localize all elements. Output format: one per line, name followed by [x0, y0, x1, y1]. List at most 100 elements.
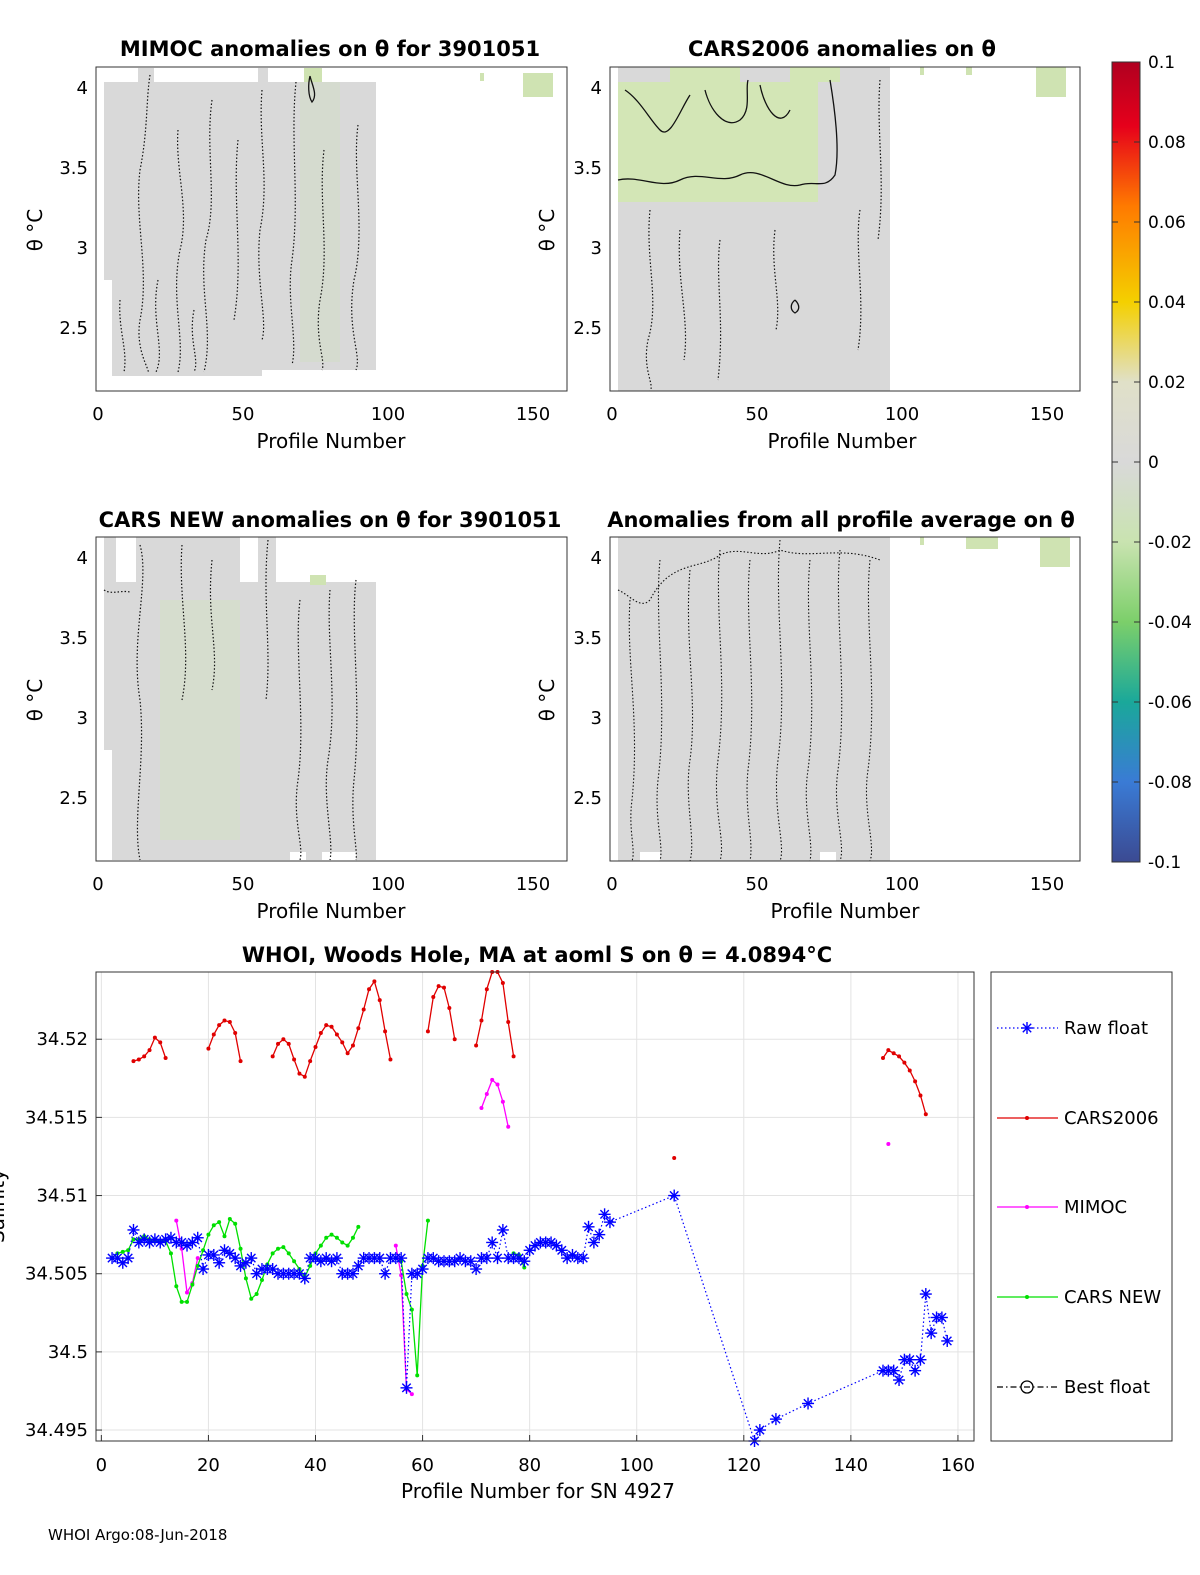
x-tick-label: 100	[371, 404, 405, 425]
legend-label: Raw float	[1064, 1018, 1148, 1039]
data-point	[245, 1252, 258, 1265]
asterisk-stroke	[492, 1253, 503, 1263]
asterisk-stroke	[401, 1383, 412, 1393]
data-point	[324, 1023, 329, 1028]
data-point	[577, 1252, 590, 1265]
data-point	[474, 1043, 479, 1048]
y-tick-label: 3.5	[59, 158, 88, 179]
data-point	[211, 1223, 216, 1228]
data-point	[227, 1020, 232, 1025]
data-point	[270, 1054, 275, 1059]
data-point	[668, 1189, 681, 1202]
x-tick-label: 0	[606, 874, 617, 895]
data-point	[506, 1020, 511, 1025]
asterisk-stroke	[471, 1264, 481, 1274]
x-ticks: 0 50 100 150	[92, 404, 550, 425]
asterisk-stroke	[193, 1233, 203, 1243]
data-point	[249, 1296, 254, 1301]
y-axis-label: θ °C	[23, 679, 47, 722]
x-ticks: 0 50 100 150	[606, 874, 1064, 895]
data-point	[330, 1252, 343, 1265]
data-point	[480, 1252, 493, 1265]
x-tick-label: 100	[620, 1455, 654, 1476]
data-point	[913, 1079, 918, 1084]
data-point	[479, 1018, 484, 1023]
data-point	[886, 1141, 891, 1146]
data-point	[555, 1244, 568, 1257]
data-point	[126, 1248, 131, 1253]
data-point	[318, 1243, 323, 1248]
data-point	[603, 1216, 616, 1229]
y-tick-label: 2.5	[573, 318, 602, 339]
data-point	[179, 1299, 184, 1304]
y-tick-label: 3.5	[573, 628, 602, 649]
asterisk-stroke	[466, 1256, 476, 1266]
data-point	[346, 1267, 359, 1280]
asterisk-stroke	[915, 1355, 926, 1365]
x-tick-label: 50	[746, 874, 769, 895]
asterisk-stroke	[112, 1253, 123, 1263]
data-point	[367, 987, 372, 992]
asterisk-stroke	[380, 1269, 390, 1279]
colorbar-tick-label: 0.04	[1148, 293, 1186, 313]
salinity-line-chart: WHOI, Woods Hole, MA at aoml S on θ = 4.…	[0, 943, 1173, 1503]
data-point	[195, 1263, 200, 1268]
data-point	[769, 1413, 782, 1426]
asterisk-stroke	[910, 1365, 920, 1376]
x-tick-label: 50	[746, 404, 769, 425]
y-tick-label: 3	[591, 238, 602, 259]
asterisk-stroke	[605, 1217, 615, 1227]
asterisk-stroke	[905, 1355, 915, 1365]
data-point	[925, 1327, 938, 1340]
y-ticks: 34.495 34.5 34.505 34.51 34.515 34.52	[25, 1029, 102, 1441]
contour-dotted	[645, 79, 882, 392]
data-point	[122, 1252, 135, 1265]
x-tick-label: 80	[518, 1455, 541, 1476]
x-tick-label: 50	[232, 874, 255, 895]
legend-label: CARS2006	[1064, 1108, 1159, 1129]
data-point	[174, 1284, 179, 1289]
data-point	[431, 995, 436, 1000]
colorbar: 0.1 0.08 0.06 0.04 0.02 0 -0.02 -0.04 -0.06 -0.08…	[1111, 53, 1192, 873]
heatmap-data-region	[612, 537, 1070, 862]
y-tick-label: 3	[77, 238, 88, 259]
data-point	[377, 998, 382, 1003]
contour-dotted	[103, 539, 358, 861]
panel-title: MIMOC anomalies on θ for 3901051	[120, 37, 540, 61]
colorbar-tick-label: -0.04	[1148, 613, 1192, 633]
data-point	[919, 1288, 932, 1301]
asterisk-stroke	[246, 1253, 256, 1263]
asterisk-stroke	[225, 1248, 235, 1259]
data-point	[356, 1224, 361, 1229]
grid-lines	[96, 972, 974, 1441]
y-tick-label: 34.505	[25, 1264, 88, 1285]
x-axis-label: Profile Number	[768, 429, 918, 453]
asterisk-stroke	[594, 1229, 604, 1240]
y-tick-label: 34.515	[25, 1107, 88, 1128]
x-tick-label: 160	[941, 1455, 975, 1476]
series-line	[395, 1245, 413, 1395]
asterisk-stroke	[310, 1253, 321, 1263]
y-tick-label: 3.5	[59, 628, 88, 649]
asterisk-stroke	[482, 1253, 492, 1263]
asterisk-stroke	[894, 1375, 904, 1385]
data-point	[880, 1055, 885, 1060]
asterisk-stroke	[942, 1336, 952, 1346]
data-point	[127, 1223, 140, 1236]
legend-marker	[1020, 1380, 1034, 1394]
asterisk-stroke	[578, 1253, 588, 1263]
data-point	[452, 1037, 457, 1042]
data-point	[902, 1060, 907, 1065]
data-point	[159, 1233, 172, 1246]
y-ticks: 4 3.5 3 2.5	[59, 548, 88, 809]
x-tick-label: 20	[197, 1455, 220, 1476]
data-point	[302, 1074, 307, 1079]
asterisk-stroke	[348, 1269, 358, 1279]
data-point	[185, 1290, 190, 1295]
y-tick-label: 2.5	[59, 788, 88, 809]
asterisk-stroke	[139, 1234, 149, 1245]
data-point	[158, 1040, 163, 1045]
data-point	[168, 1251, 173, 1256]
data-point	[361, 1007, 366, 1012]
